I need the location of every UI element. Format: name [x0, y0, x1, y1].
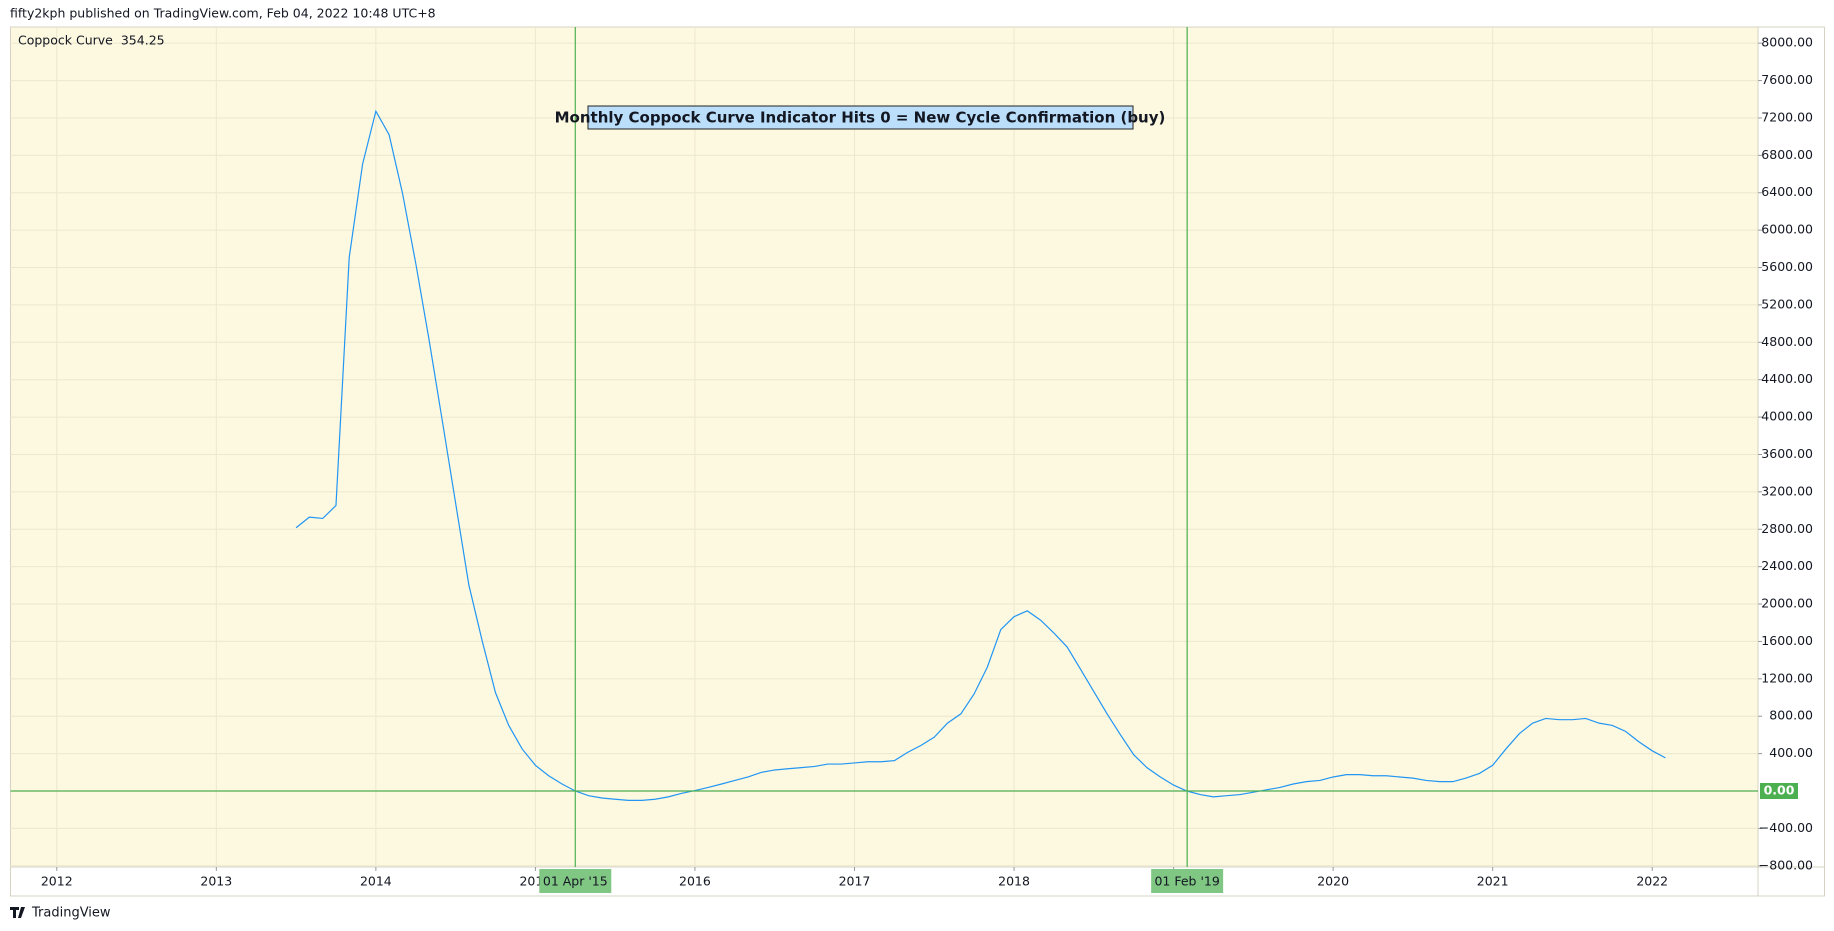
plot	[10, 27, 1758, 867]
y-tick-label: 800.00	[1769, 708, 1813, 723]
series-line	[295, 109, 1666, 801]
y-tick-label: 5200.00	[1761, 296, 1813, 311]
vline-label: 01 Apr '15	[543, 874, 608, 889]
y-tick-label: 1200.00	[1761, 670, 1813, 685]
vline-label-box	[1151, 869, 1224, 893]
y-tick-label: 7200.00	[1761, 109, 1813, 124]
grid	[10, 27, 1758, 867]
header: fifty2kph published on TradingView.com, …	[10, 6, 436, 21]
y-tick-label: 6800.00	[1761, 147, 1813, 162]
x-tick-label: 2012	[41, 874, 73, 889]
y-tick-label: 3200.00	[1761, 483, 1813, 498]
y-tick-label: 1600.00	[1761, 633, 1813, 648]
overlay: −800.00 −400.00 400.00 800.00 1200.00 1600.00…	[41, 35, 1813, 893]
logo-icon	[10, 907, 25, 918]
y-tick-label: −800.00	[1759, 857, 1813, 872]
y-tick-label: 2800.00	[1761, 521, 1813, 536]
y-tick-label: 2000.00	[1761, 596, 1813, 611]
y-tick-label: 3600.00	[1761, 446, 1813, 461]
y-tick-label: 7600.00	[1761, 72, 1813, 87]
x-tick-label: 2021	[1477, 874, 1509, 889]
y-tick-label: 4400.00	[1761, 371, 1813, 386]
x-tick-label: 2014	[360, 874, 392, 889]
vline-label: 01 Feb '19	[1154, 874, 1219, 889]
hline-label-box	[1760, 783, 1798, 800]
logo	[10, 907, 25, 918]
y-tick-label: 4000.00	[1761, 409, 1813, 424]
x-tick-label: 2013	[200, 874, 232, 889]
y-tick-label: 6000.00	[1761, 222, 1813, 237]
x-tick-label: 2016	[679, 874, 711, 889]
x-tick-label: 2017	[839, 874, 871, 889]
y-tick-label: 6400.00	[1761, 184, 1813, 199]
vline-label-box	[539, 869, 612, 893]
legend-name: Coppock Curve	[18, 33, 113, 48]
y-tick-label: −400.00	[1759, 820, 1813, 835]
y-tick-label: 400.00	[1769, 745, 1813, 760]
hline-label: 0.00	[1764, 783, 1795, 798]
annotation-box	[587, 105, 1134, 130]
x-tick-label: 2022	[1636, 874, 1668, 889]
legend-value: 354.25	[121, 33, 165, 48]
y-tick-label: 2400.00	[1761, 558, 1813, 573]
annotation: Monthly Coppock Curve Indicator Hits 0 =…	[555, 109, 1166, 127]
plot-area	[10, 27, 1758, 867]
y-tick-label: 4800.00	[1761, 334, 1813, 349]
y-tick-label: 5600.00	[1761, 259, 1813, 274]
frame	[10, 26, 1825, 897]
footer: TradingView	[31, 906, 111, 921]
x-tick-label: 2020	[1317, 874, 1349, 889]
y-tick-label: 8000.00	[1761, 35, 1813, 50]
x-tick-label: 2018	[998, 874, 1030, 889]
